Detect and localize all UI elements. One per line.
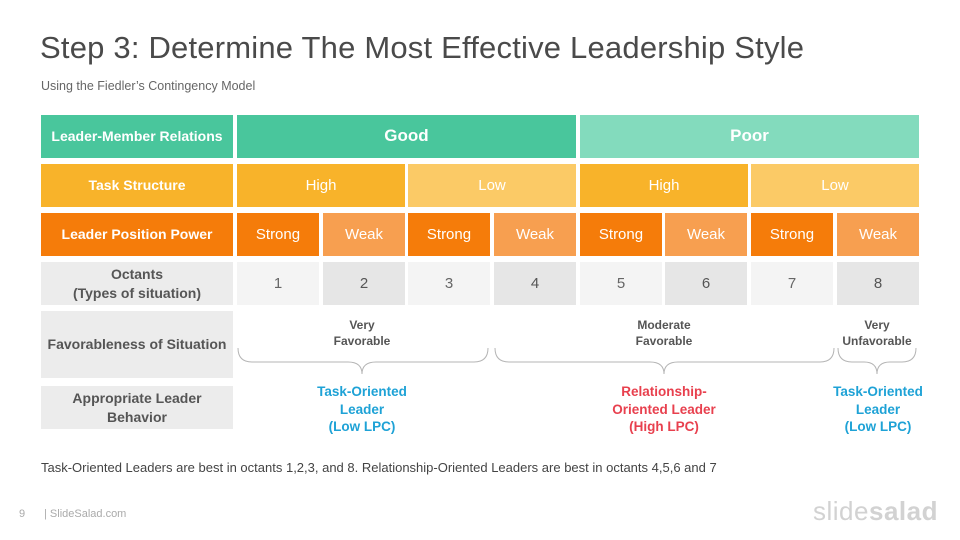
structure-cell-4: Low	[751, 164, 919, 207]
footnote: Task-Oriented Leaders are best in octant…	[41, 460, 717, 475]
octant-cell-1: 1	[237, 262, 319, 305]
fav-moderate: Moderate Favorable	[635, 318, 693, 349]
brace-left	[237, 347, 489, 375]
row-label-structure: Task Structure	[41, 164, 233, 207]
behavior-relationship-oriented: Relationship- Oriented Leader (High LPC)	[612, 384, 716, 435]
power-cell-6: Weak	[665, 213, 747, 256]
behavior-task-oriented-right: Task-Oriented Leader (Low LPC)	[833, 384, 923, 435]
slide-subtitle: Using the Fiedler’s Contingency Model	[41, 79, 256, 93]
power-cell-7: Strong	[751, 213, 833, 256]
power-cell-4: Weak	[494, 213, 576, 256]
row-label-octants: Octants (Types of situation)	[41, 262, 233, 305]
power-cell-1: Strong	[237, 213, 319, 256]
slide-title: Step 3: Determine The Most Effective Lea…	[40, 30, 805, 65]
behavior-label-line1: Appropriate Leader	[72, 390, 202, 407]
octants-label-line2: (Types of situation)	[72, 284, 202, 301]
octant-cell-6: 6	[665, 262, 747, 305]
row-label-behavior: Appropriate Leader Behavior	[41, 386, 233, 429]
octant-cell-4: 4	[494, 262, 576, 305]
octant-cell-5: 5	[580, 262, 662, 305]
relations-good: Good	[237, 115, 576, 158]
page-number: 9	[19, 508, 26, 520]
brace-middle	[494, 347, 835, 375]
row-label-power: Leader Position Power	[41, 213, 233, 256]
structure-cell-2: Low	[408, 164, 576, 207]
behavior-task-oriented-left: Task-Oriented Leader (Low LPC)	[317, 384, 407, 435]
octants-label-line1: Octants	[110, 266, 164, 283]
footer-site: | SlideSalad.com	[44, 508, 127, 520]
relations-poor: Poor	[580, 115, 919, 158]
power-cell-3: Strong	[408, 213, 490, 256]
octant-cell-7: 7	[751, 262, 833, 305]
power-cell-5: Strong	[580, 213, 662, 256]
structure-cell-3: High	[580, 164, 748, 207]
power-cell-2: Weak	[323, 213, 405, 256]
structure-cell-1: High	[237, 164, 405, 207]
fav-very-unfavorable: Very Unfavorable	[842, 318, 912, 349]
power-cell-8: Weak	[837, 213, 919, 256]
behavior-label-line2: Behavior	[107, 408, 167, 425]
octant-cell-3: 3	[408, 262, 490, 305]
brace-right	[837, 347, 917, 375]
octant-cell-8: 8	[837, 262, 919, 305]
fav-very-favorable: Very Favorable	[333, 318, 391, 349]
slidesalad-logo: slidesalad	[813, 496, 938, 526]
row-label-relations: Leader-Member Relations	[41, 115, 233, 158]
row-label-favorableness: Favorableness of Situation	[41, 311, 233, 378]
octant-cell-2: 2	[323, 262, 405, 305]
